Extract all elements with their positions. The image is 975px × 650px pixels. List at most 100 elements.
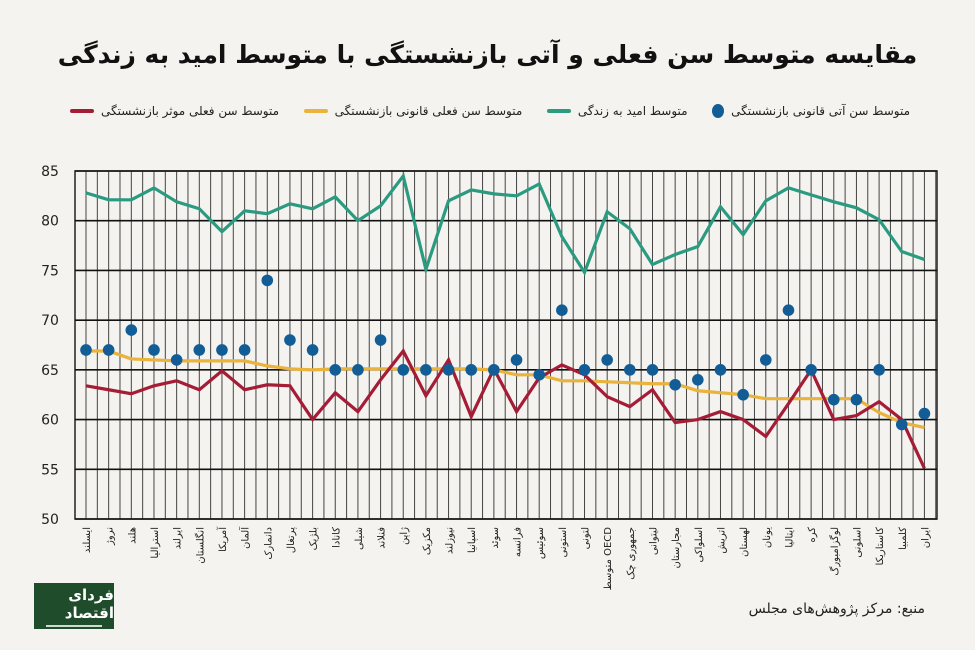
scatter-point: [692, 374, 704, 386]
scatter-point: [646, 364, 659, 376]
x-tick-label: مکزیک: [422, 527, 433, 555]
x-tick-label: یونان: [762, 527, 773, 548]
scatter-point: [125, 324, 138, 336]
y-tick-label: 75: [41, 263, 59, 279]
x-tick-label: هلند: [127, 527, 138, 544]
y-tick-label: 85: [41, 164, 59, 180]
y-tick-label: 55: [41, 462, 59, 478]
x-tick-label: لوگزامبورگ: [828, 527, 841, 576]
legend-label: متوسط سن آتی قانونی بازنشستگی: [731, 104, 910, 118]
x-tick-label: انگلستان: [194, 527, 206, 564]
y-tick-label: 65: [41, 363, 59, 379]
x-tick-label: فنلاند: [377, 527, 388, 549]
series-line: [85, 172, 925, 276]
legend: متوسط سن آتی قانونی بازنشستگی متوسط امید…: [70, 104, 910, 118]
scatter-point: [624, 364, 636, 376]
legend-item-future-legal: متوسط سن آتی قانونی بازنشستگی: [712, 104, 910, 118]
series-line: [85, 348, 926, 469]
legend-label: متوسط سن فعلی قانونی بازنشستگی: [334, 104, 523, 118]
scatter-point: [737, 388, 749, 401]
scatter-point: [760, 354, 772, 366]
x-tick-label: نروژ: [105, 527, 116, 546]
x-tick-label: دانمارک: [263, 527, 274, 560]
series-line: [86, 349, 925, 430]
y-tick-label: 60: [41, 413, 59, 429]
x-tick-label: کانادا: [331, 527, 342, 548]
scatter-point: [714, 364, 727, 376]
scatter-point: [102, 344, 115, 356]
x-tick-label: لهستان: [739, 527, 750, 557]
legend-label: متوسط سن فعلی موثر بازنشستگی: [101, 104, 280, 118]
x-tick-label: لیتوانی: [649, 527, 660, 555]
scatter-point: [216, 344, 228, 356]
scatter-point: [805, 364, 817, 376]
y-tick-label: 80: [41, 214, 59, 230]
scatter-point: [284, 334, 296, 346]
legend-item-life-expectancy: متوسط امید به زندگی: [546, 104, 688, 118]
scatter-point: [578, 364, 591, 376]
plot-frame: [74, 170, 938, 520]
legend-item-current-legal: متوسط سن فعلی قانونی بازنشستگی: [303, 104, 523, 118]
x-tick-label: متوسط OECD: [603, 527, 614, 591]
x-tick-label: اسلونی: [852, 527, 863, 558]
legend-line-icon: [70, 109, 95, 113]
y-tick-label: 70: [41, 313, 59, 329]
scatter-point: [238, 344, 251, 356]
x-tick-label: استونی: [558, 527, 569, 557]
x-tick-label: آمریکا: [216, 526, 229, 552]
source-note: منبع: مرکز پژوهش‌های مجلس: [748, 601, 925, 617]
scatter-point: [374, 334, 387, 346]
scatter-point: [850, 393, 863, 406]
scatter-point: [442, 364, 455, 376]
scatter-point: [397, 364, 410, 376]
scatter-point: [465, 364, 478, 376]
x-tick-label: ایتالیا: [784, 527, 795, 548]
x-tick-label: جمهوری چک: [626, 527, 637, 580]
scatter-point: [261, 274, 274, 287]
scatter-point: [170, 354, 183, 366]
legend-line-icon: [546, 109, 571, 113]
x-tick-label: کاستاریکا: [875, 527, 886, 566]
x-tick-label: اتریش: [716, 527, 727, 554]
scatter-point: [873, 364, 885, 376]
chart-title: مقایسه متوسط سن فعلی و آتی بازنشستگی با …: [57, 40, 918, 69]
x-tick-label: ایران: [920, 527, 931, 548]
scatter-point: [329, 364, 342, 376]
scatter-point: [510, 354, 523, 366]
scatter-point: [193, 344, 206, 356]
logo: فردای اقتصاد: [34, 583, 114, 629]
x-tick-label: ژاپن: [399, 527, 410, 545]
x-tick-label: کلمبیا: [898, 527, 909, 550]
scatter-point: [556, 304, 568, 317]
scatter-point: [306, 344, 319, 356]
x-tick-label: سوئیس: [535, 527, 546, 559]
x-tick-label: کره: [807, 527, 818, 543]
scatter-point: [782, 304, 795, 317]
scatter-point: [895, 418, 908, 431]
legend-label: متوسط امید به زندگی: [577, 104, 688, 118]
x-tick-label: سوئد: [490, 527, 501, 549]
x-tick-label: بلژیک: [309, 527, 320, 550]
scatter-point: [80, 344, 92, 356]
scatter-point: [148, 344, 160, 356]
x-tick-label: لتونی: [581, 527, 592, 549]
scatter-point: [352, 364, 364, 376]
x-tick-label: استرالیا: [150, 527, 161, 559]
legend-dot-icon: [712, 104, 725, 118]
scatter-point: [601, 354, 613, 366]
scatter-point: [420, 364, 432, 376]
x-tick-label: شیلی: [354, 527, 365, 550]
x-tick-label: ایرلند: [173, 527, 184, 549]
x-tick-label: اسپانیا: [467, 527, 478, 553]
x-tick-label: پرتغال: [286, 527, 297, 553]
legend-line-icon: [303, 109, 328, 113]
x-tick-label: فرانسه: [513, 527, 524, 557]
legend-item-effective: متوسط سن فعلی موثر بازنشستگی: [70, 104, 279, 118]
scatter-point: [918, 407, 931, 420]
x-tick-label: نیوزلند: [445, 527, 456, 554]
x-tick-label: مجارستان: [671, 527, 682, 568]
x-tick-label: آلمان: [239, 526, 252, 549]
y-tick-label: 50: [41, 512, 59, 528]
scatter-point: [669, 378, 681, 391]
